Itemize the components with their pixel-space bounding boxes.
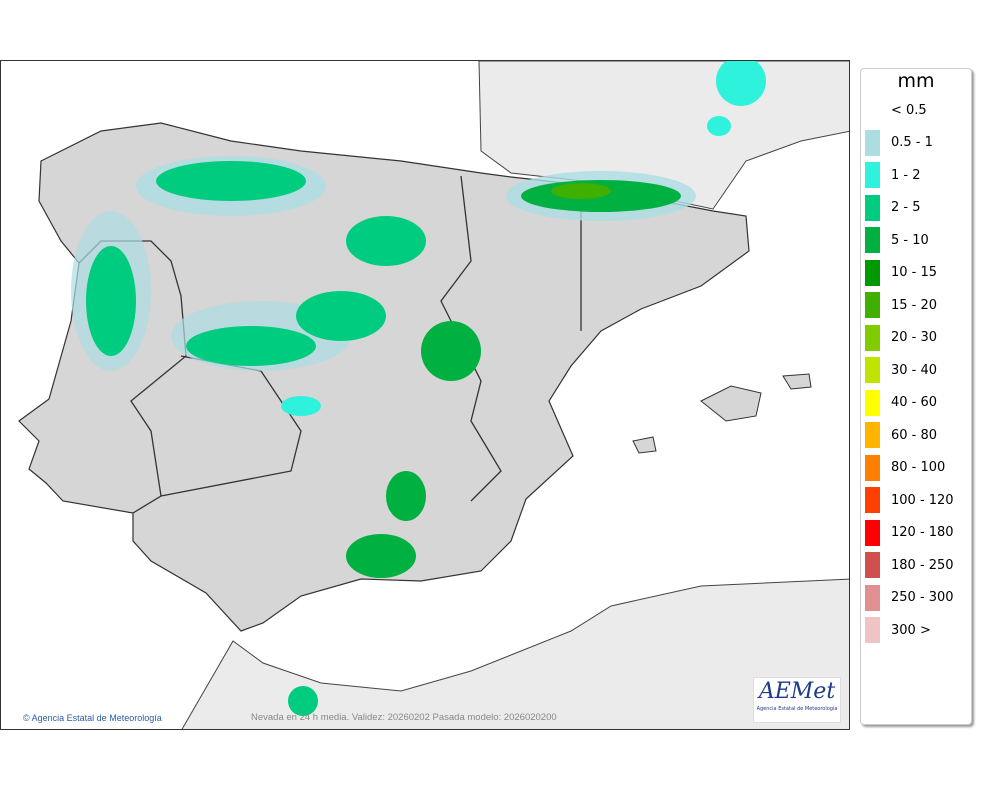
- logo-mark: AEMet: [758, 679, 836, 704]
- legend-label: 40 - 60: [891, 395, 938, 410]
- legend-swatch: [865, 97, 880, 123]
- legend-swatch: [865, 324, 880, 351]
- legend-item: 5 - 10: [865, 227, 929, 253]
- legend-item: 80 - 100: [865, 454, 946, 481]
- legend-label: 60 - 80: [891, 427, 938, 443]
- legend-item: 2 - 5: [865, 194, 921, 221]
- logo-subtext: Agencia Estatal de Meteorología: [756, 706, 838, 712]
- copyright-credit[interactable]: © Agencia Estatal de Meteorología: [23, 713, 162, 723]
- legend-swatch: [865, 227, 880, 253]
- legend-label: 20 - 30: [891, 330, 938, 345]
- legend-label: 300 >: [891, 622, 931, 638]
- legend-label: 0.5 - 1: [891, 135, 933, 150]
- legend-item: 0.5 - 1: [865, 129, 933, 156]
- legend-item: 250 - 300: [865, 584, 954, 611]
- legend-item: < 0.5: [865, 97, 927, 123]
- legend-item: 15 - 20: [865, 292, 937, 318]
- legend-unit: mm: [897, 70, 935, 92]
- legend-label: 180 - 250: [891, 557, 954, 573]
- balearic-islands: [632, 373, 812, 454]
- legend-swatch: [865, 584, 880, 611]
- legend-label: < 0.5: [891, 102, 927, 118]
- legend-swatch: [865, 162, 880, 188]
- africa-landmass: [181, 578, 849, 729]
- legend-label: 10 - 15: [891, 265, 938, 280]
- legend-item: 180 - 250: [865, 552, 954, 578]
- legend-swatch: [865, 194, 880, 221]
- legend-swatch: [865, 292, 880, 318]
- legend-label: 1 - 2: [891, 167, 921, 183]
- legend-item: 300 >: [865, 617, 931, 643]
- legend-item: 1 - 2: [865, 162, 921, 188]
- iberia-landmass: [18, 122, 750, 632]
- legend-swatch: [865, 389, 880, 416]
- legend-item: 60 - 80: [865, 422, 937, 448]
- legend-label: 15 - 20: [891, 297, 938, 313]
- legend-swatch: [865, 259, 880, 286]
- legend-swatch: [865, 129, 880, 156]
- legend-label: 120 - 180: [891, 525, 954, 540]
- legend-item: 30 - 40: [865, 357, 937, 383]
- legend-swatch: [865, 519, 880, 546]
- legend-swatch: [865, 487, 880, 513]
- legend-swatch: [865, 357, 880, 383]
- legend-item: 120 - 180: [865, 519, 954, 546]
- snowfall-map[interactable]: © Agencia Estatal de Meteorología Nevada…: [0, 60, 850, 730]
- legend-swatch: [865, 422, 880, 448]
- legend-label: 250 - 300: [891, 590, 954, 605]
- map-canvas: [18, 61, 849, 729]
- map-caption: Nevada en 24 h media. Validez: 20260202 …: [251, 712, 557, 723]
- legend-label: 2 - 5: [891, 200, 921, 215]
- legend-item: 20 - 30: [865, 324, 938, 351]
- legend-item: 100 - 120: [865, 487, 954, 513]
- legend-swatch: [865, 552, 880, 578]
- legend: mm < 0.5 0.5 - 1 1 - 2 2 - 5 5 - 10 10 - 15 15…: [860, 68, 972, 725]
- legend-swatch: [865, 617, 880, 643]
- aemet-logo: AEMet Agencia Estatal de Meteorología: [753, 677, 841, 723]
- legend-label: 30 - 40: [891, 362, 938, 378]
- legend-label: 5 - 10: [891, 232, 929, 248]
- snow-areas: [71, 61, 766, 716]
- legend-item: 10 - 15: [865, 259, 938, 286]
- credit-text: Agencia Estatal de Meteorología: [31, 713, 162, 723]
- legend-label: 100 - 120: [891, 492, 954, 508]
- legend-item: 40 - 60: [865, 389, 938, 416]
- legend-swatch: [865, 454, 880, 481]
- legend-label: 80 - 100: [891, 460, 946, 475]
